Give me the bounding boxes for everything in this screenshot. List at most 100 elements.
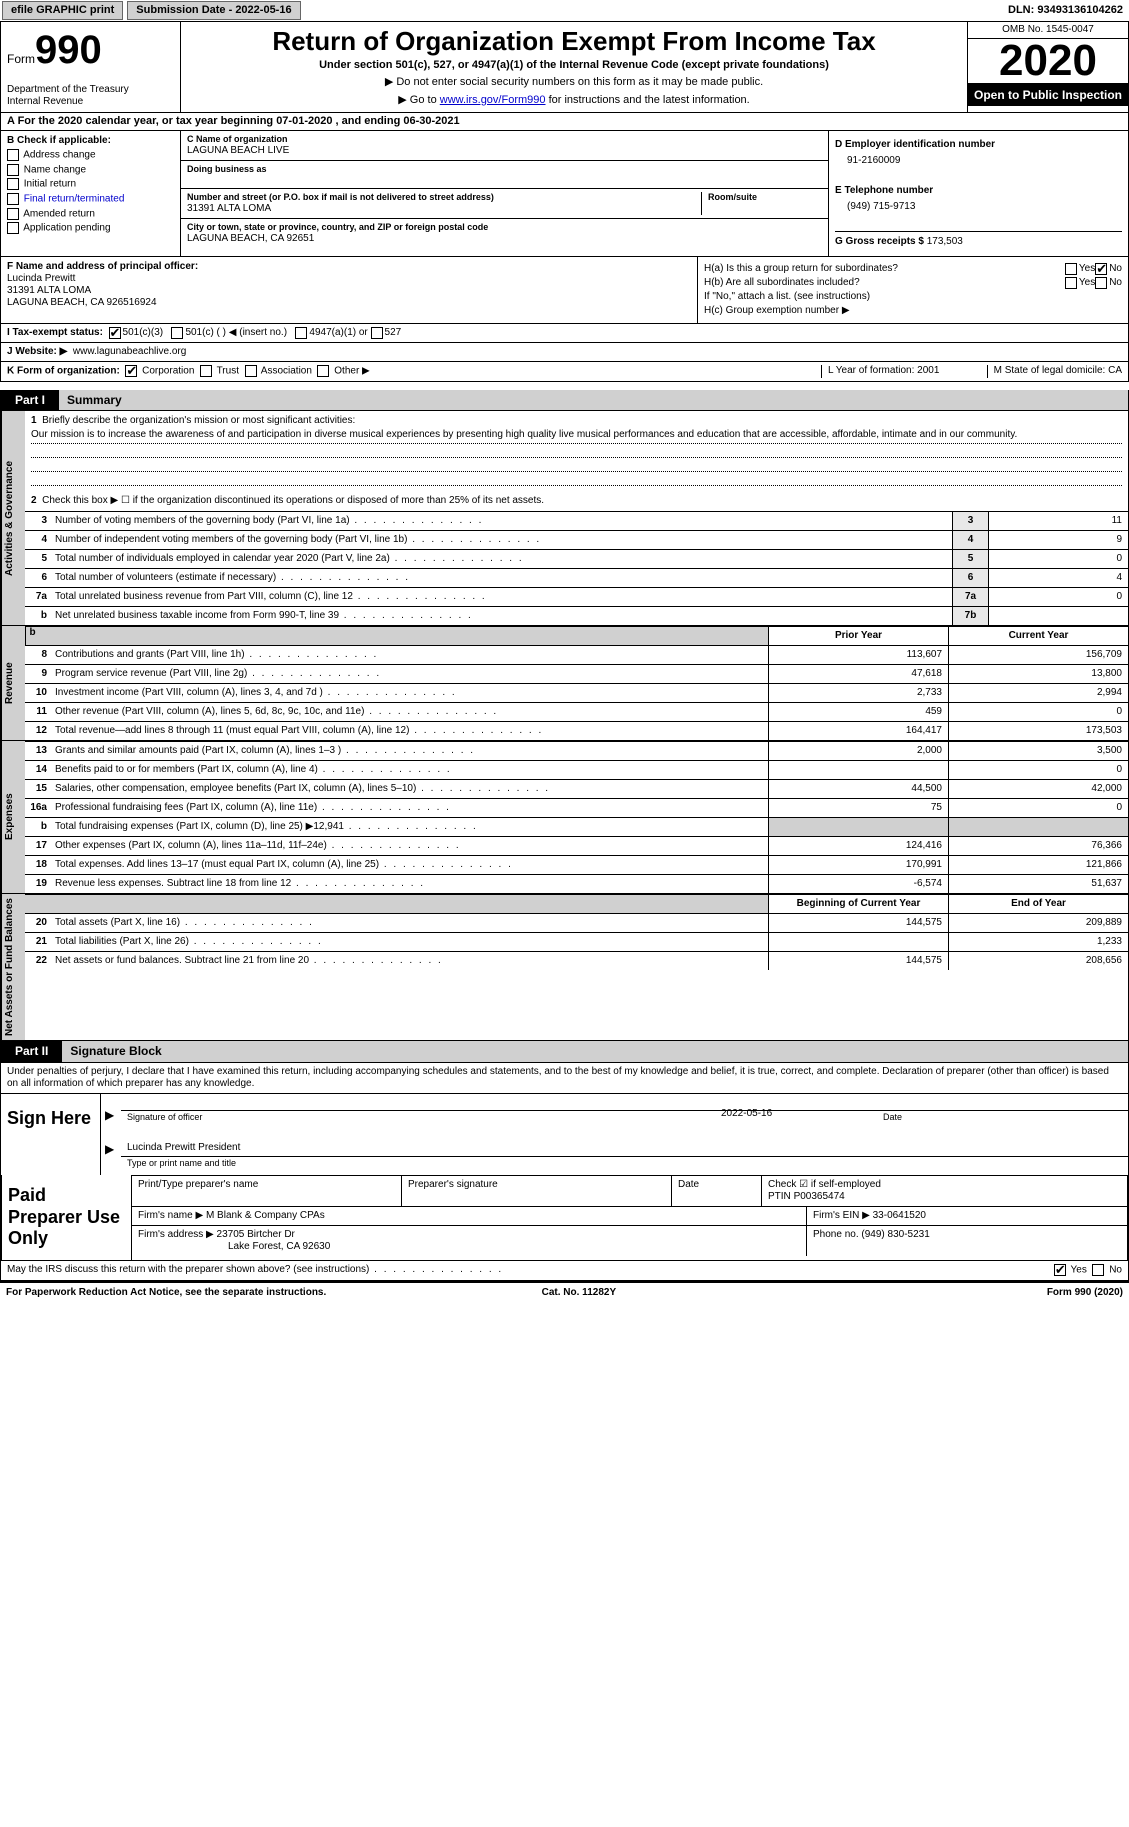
part-ii-tag: Part II bbox=[1, 1041, 62, 1061]
line-num: 22 bbox=[25, 952, 51, 970]
chk-other[interactable] bbox=[317, 365, 329, 377]
page-footer: For Paperwork Reduction Act Notice, see … bbox=[0, 1282, 1129, 1303]
line-num: 6 bbox=[25, 569, 51, 587]
mission-blank-2 bbox=[31, 458, 1122, 472]
prep-sig-header: Preparer's signature bbox=[402, 1176, 672, 1207]
line-num: 4 bbox=[25, 531, 51, 549]
ha-no[interactable] bbox=[1095, 263, 1107, 275]
officer-addr2: LAGUNA BEACH, CA 926516924 bbox=[7, 297, 157, 308]
chk-501c[interactable] bbox=[171, 327, 183, 339]
website-value: www.lagunabeachlive.org bbox=[73, 346, 186, 358]
chk-corp[interactable] bbox=[125, 365, 137, 377]
lbl-other: Other ▶ bbox=[334, 366, 369, 377]
firm-phone: (949) 830-5231 bbox=[861, 1229, 929, 1240]
line-prior bbox=[768, 761, 948, 779]
line-num: 14 bbox=[25, 761, 51, 779]
lbl-501c: 501(c) ( ) ◀ (insert no.) bbox=[185, 327, 287, 339]
q1-text: Briefly describe the organization's miss… bbox=[42, 415, 355, 426]
line-a: A For the 2020 calendar year, or tax yea… bbox=[0, 113, 1129, 131]
chk-trust[interactable] bbox=[200, 365, 212, 377]
line-17: 17Other expenses (Part IX, column (A), l… bbox=[25, 836, 1128, 855]
expenses-section: Expenses 13Grants and similar amounts pa… bbox=[0, 741, 1129, 894]
chk-4947[interactable] bbox=[295, 327, 307, 339]
chk-501c3[interactable] bbox=[109, 327, 121, 339]
line-num: 18 bbox=[25, 856, 51, 874]
chk-assoc[interactable] bbox=[245, 365, 257, 377]
sig-date-sub: Date bbox=[883, 1112, 902, 1123]
prep-ptin-header: Check ☑ if self-employed PTIN P00365474 bbox=[762, 1176, 1127, 1207]
line-10: 10Investment income (Part VIII, column (… bbox=[25, 683, 1128, 702]
dln: DLN: 93493136104262 bbox=[1008, 4, 1129, 17]
chk-name-change-label: Name change bbox=[24, 164, 86, 175]
addr-value: 31391 ALTA LOMA bbox=[187, 203, 695, 215]
lbl-corp: Corporation bbox=[142, 366, 194, 377]
line-desc: Net assets or fund balances. Subtract li… bbox=[51, 952, 768, 970]
line-15: 15Salaries, other compensation, employee… bbox=[25, 779, 1128, 798]
line-desc: Total number of volunteers (estimate if … bbox=[51, 569, 952, 587]
line-prior: 75 bbox=[768, 799, 948, 817]
line-prior: -6,574 bbox=[768, 875, 948, 893]
vlabel-revenue: Revenue bbox=[1, 626, 25, 740]
hb-no[interactable] bbox=[1095, 277, 1107, 289]
line-11: 11Other revenue (Part VIII, column (A), … bbox=[25, 702, 1128, 721]
line-19: 19Revenue less expenses. Subtract line 1… bbox=[25, 874, 1128, 893]
gross-value: 173,503 bbox=[927, 236, 963, 247]
ha-yes[interactable] bbox=[1065, 263, 1077, 275]
line-desc: Professional fundraising fees (Part IX, … bbox=[51, 799, 768, 817]
line-22: 22Net assets or fund balances. Subtract … bbox=[25, 951, 1128, 970]
submission-date: Submission Date - 2022-05-16 bbox=[127, 1, 300, 20]
form-note-2: ▶ Go to www.irs.gov/Form990 for instruct… bbox=[187, 94, 961, 107]
lbl-527: 527 bbox=[385, 327, 402, 339]
form-org-label: K Form of organization: bbox=[7, 366, 120, 377]
line-num: 8 bbox=[25, 646, 51, 664]
chk-initial-return[interactable] bbox=[7, 178, 19, 190]
line-desc: Number of independent voting members of … bbox=[51, 531, 952, 549]
header-left: Form990 Department of the Treasury Inter… bbox=[1, 22, 181, 112]
ha-no-label: No bbox=[1109, 263, 1122, 275]
dln-label: DLN: bbox=[1008, 4, 1034, 16]
chk-address-change-label: Address change bbox=[23, 150, 95, 161]
line-prior bbox=[768, 818, 948, 836]
vlabel-expenses: Expenses bbox=[1, 741, 25, 893]
addr-label: Number and street (or P.O. box if mail i… bbox=[187, 192, 695, 203]
revenue-section: Revenue b Prior Year Current Year 8Contr… bbox=[0, 626, 1129, 741]
hc-question: H(c) Group exemption number ▶ bbox=[704, 305, 850, 317]
line-current: 173,503 bbox=[948, 722, 1128, 740]
public-inspection: Open to Public Inspection bbox=[968, 83, 1128, 106]
gov-line-b: bNet unrelated business taxable income f… bbox=[25, 606, 1128, 625]
chk-amended[interactable] bbox=[7, 208, 19, 220]
discuss-yes[interactable] bbox=[1054, 1264, 1066, 1276]
officer-signature-line[interactable]: 2022-05-16 bbox=[121, 1094, 1128, 1111]
ein-label: D Employer identification number bbox=[835, 139, 995, 150]
discuss-no[interactable] bbox=[1092, 1264, 1104, 1276]
section-b-label: B Check if applicable: bbox=[7, 135, 111, 146]
chk-address-change[interactable] bbox=[7, 149, 19, 161]
line-current: 13,800 bbox=[948, 665, 1128, 683]
hb-yes[interactable] bbox=[1065, 277, 1077, 289]
line-current: 208,656 bbox=[948, 952, 1128, 970]
chk-527[interactable] bbox=[371, 327, 383, 339]
chk-app-pending[interactable] bbox=[7, 222, 19, 234]
line-box: 3 bbox=[952, 512, 988, 530]
hb-question: H(b) Are all subordinates included? bbox=[704, 277, 1065, 289]
officer-name-line: Lucinda Prewitt President bbox=[121, 1128, 1128, 1157]
line-current: 156,709 bbox=[948, 646, 1128, 664]
ein-value: 91-2160009 bbox=[835, 155, 1122, 167]
line-num: 19 bbox=[25, 875, 51, 893]
line-num: 5 bbox=[25, 550, 51, 568]
col-current-year: Current Year bbox=[948, 627, 1128, 645]
lbl-4947: 4947(a)(1) or bbox=[309, 327, 367, 339]
chk-app-pending-label: Application pending bbox=[23, 223, 110, 234]
line-value: 0 bbox=[988, 550, 1128, 568]
chk-final-return[interactable] bbox=[7, 193, 19, 205]
q2-text: Check this box ▶ ☐ if the organization d… bbox=[42, 495, 544, 506]
line-value: 0 bbox=[988, 588, 1128, 606]
prep-name-header: Print/Type preparer's name bbox=[132, 1176, 402, 1207]
footer-left: For Paperwork Reduction Act Notice, see … bbox=[6, 1287, 326, 1299]
gross-label: G Gross receipts $ bbox=[835, 236, 924, 247]
part-ii-title: Signature Block bbox=[62, 1041, 1128, 1061]
irs-link[interactable]: www.irs.gov/Form990 bbox=[440, 94, 546, 106]
chk-name-change[interactable] bbox=[7, 164, 19, 176]
line-desc: Program service revenue (Part VIII, line… bbox=[51, 665, 768, 683]
efile-button[interactable]: efile GRAPHIC print bbox=[2, 1, 123, 20]
